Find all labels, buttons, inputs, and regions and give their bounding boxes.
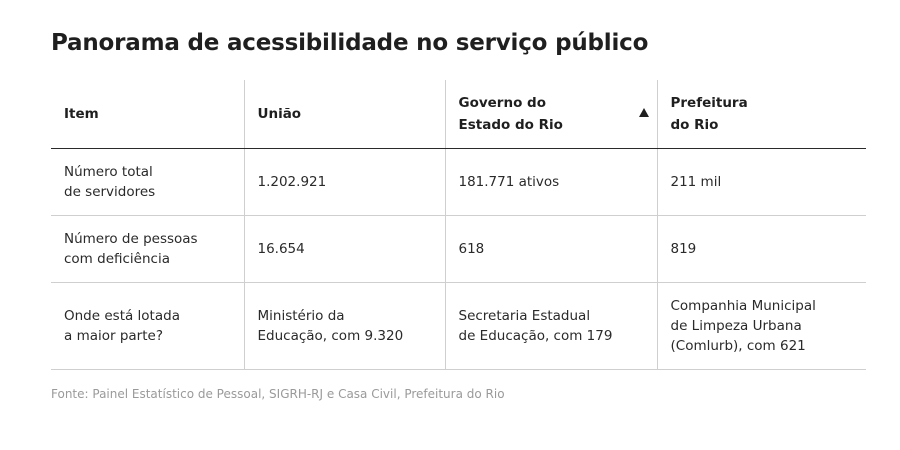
- cell-text: Companhia Municipal de Limpeza Urbana (C…: [670, 298, 816, 354]
- column-header-governo-estado[interactable]: Governo do Estado do Rio: [444, 80, 657, 149]
- cell-text: Secretaria Estadual de Educação, com 179: [458, 308, 613, 344]
- cell-text: 1.202.921: [257, 174, 327, 190]
- table-cell-prefeitura: 211 mil: [656, 148, 866, 216]
- cell-text: Número total de servidores: [64, 164, 156, 200]
- table-cell-governo-estado: 618: [444, 215, 657, 283]
- table-cell-uniao: 1.202.921: [243, 148, 445, 216]
- column-header-label: Governo do Estado do Rio: [458, 95, 563, 133]
- column-header-uniao[interactable]: União: [243, 80, 445, 149]
- column-header-label: Prefeitura do Rio: [670, 95, 748, 133]
- cell-text: 819: [670, 241, 697, 257]
- table-cell-item: Número total de servidores: [51, 148, 244, 216]
- table-cell-governo-estado: 181.771 ativos: [444, 148, 657, 216]
- column-header-label: União: [257, 106, 302, 122]
- table-cell-uniao: 16.654: [243, 215, 445, 283]
- table-row: Número de pessoas com deficiência 16.654…: [51, 215, 866, 283]
- table-cell-uniao: Ministério da Educação, com 9.320: [243, 282, 445, 370]
- column-header-label: Item: [64, 106, 99, 122]
- table-cell-item: Onde está lotada a maior parte?: [51, 282, 244, 370]
- cell-text: Ministério da Educação, com 9.320: [257, 308, 404, 344]
- table-header-row: Item União Governo do Estado do Rio Pref…: [51, 80, 866, 149]
- table-cell-prefeitura: 819: [656, 215, 866, 283]
- column-header-item[interactable]: Item: [51, 80, 244, 149]
- cell-text: Onde está lotada a maior parte?: [64, 308, 180, 344]
- column-header-prefeitura[interactable]: Prefeitura do Rio: [656, 80, 866, 149]
- cell-text: Número de pessoas com deficiência: [64, 231, 198, 267]
- table-cell-item: Número de pessoas com deficiência: [51, 215, 244, 283]
- table-row: Número total de servidores 1.202.921 181…: [51, 148, 866, 216]
- source-note: Fonte: Painel Estatístico de Pessoal, SI…: [51, 387, 505, 401]
- cell-text: 618: [458, 241, 485, 257]
- cell-text: 16.654: [257, 241, 305, 257]
- table-cell-governo-estado: Secretaria Estadual de Educação, com 179: [444, 282, 657, 370]
- table-cell-prefeitura: Companhia Municipal de Limpeza Urbana (C…: [656, 282, 866, 370]
- cell-text: 211 mil: [670, 174, 722, 190]
- accessibility-table: Item União Governo do Estado do Rio Pref…: [51, 80, 866, 370]
- sort-ascending-icon[interactable]: [638, 108, 649, 117]
- page-title: Panorama de acessibilidade no serviço pú…: [51, 30, 649, 56]
- table-row: Onde está lotada a maior parte? Ministér…: [51, 282, 866, 370]
- cell-text: 181.771 ativos: [458, 174, 560, 190]
